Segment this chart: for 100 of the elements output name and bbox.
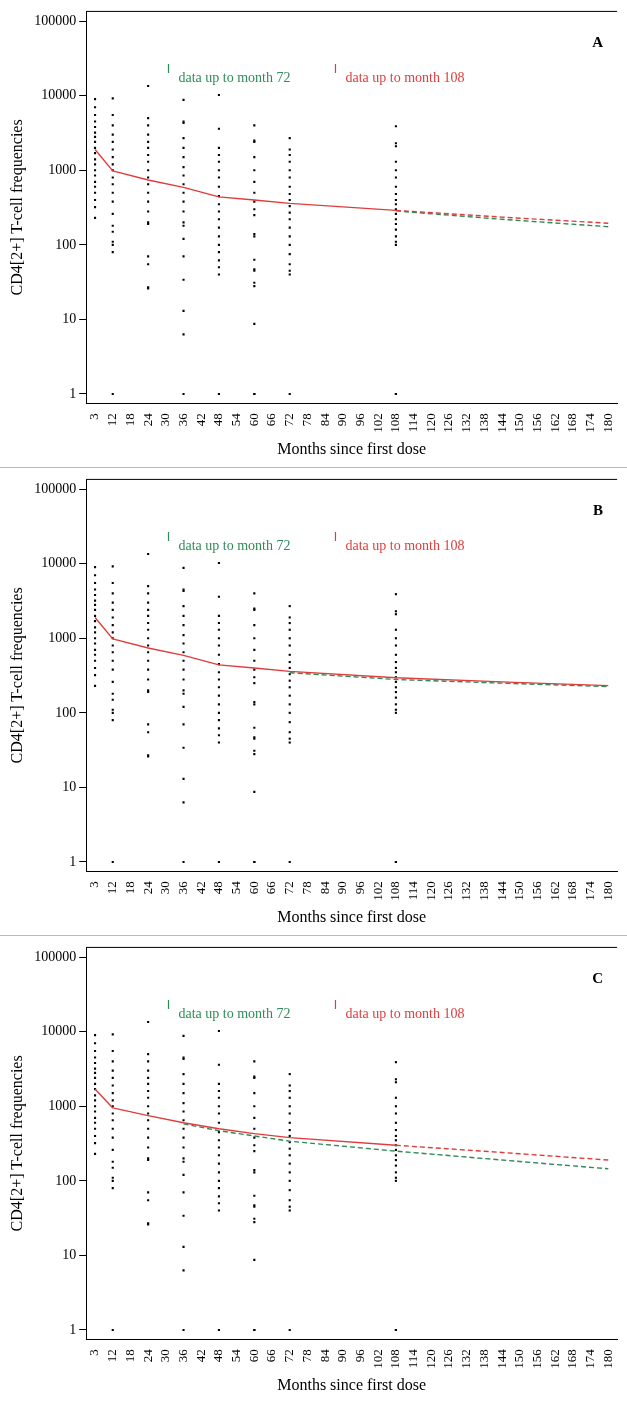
x-tick-label: 84 [316,1348,332,1363]
y-axis-title: CD4[2+] T-cell frequencies [7,119,26,296]
x-tick-label: 90 [334,413,350,427]
x-tick-label: 18 [121,881,137,895]
x-tick-label: 72 [281,1349,297,1363]
x-tick-label: 126 [440,412,456,433]
y-tick-label: 1000 [48,161,77,177]
x-tick-label: 138 [475,413,491,433]
x-tick-label: 96 [351,880,367,895]
y-axis-title: CD4[2+] T-cell frequencies [7,587,26,764]
y-tick-label: 100000 [34,480,77,496]
legend-label: data up to month 108 [345,537,465,553]
x-tick-label: 48 [210,1349,226,1363]
x-tick-label: 120 [422,1349,438,1369]
x-axis-title: Months since first dose [277,1375,427,1393]
x-tick-label: 138 [475,1349,491,1369]
y-tick-label: 10 [62,779,77,795]
x-tick-label: 132 [458,881,474,901]
x-tick-label: 102 [369,1349,385,1369]
x-tick-label: 156 [528,412,544,433]
x-tick-label: 54 [228,880,244,895]
x-tick-label: 66 [263,1348,279,1363]
x-tick-label: 126 [440,1348,456,1369]
x-tick-label: 120 [422,881,438,901]
x-tick-label: 72 [281,881,297,895]
x-tick-label: 144 [493,1348,509,1369]
x-tick-label: 36 [174,412,190,427]
x-tick-label: 30 [157,413,173,427]
x-tick-label: 60 [245,881,261,895]
x-tick-label: 96 [351,1348,367,1363]
x-axis-title: Months since first dose [277,439,427,457]
x-tick-label: 102 [369,881,385,901]
y-axis-title: CD4[2+] T-cell frequencies [7,1055,26,1232]
y-tick-label: 10 [62,311,77,327]
y-tick-label: 1000 [48,1097,77,1113]
x-tick-label: 108 [387,1349,403,1369]
y-tick-label: 100 [55,704,77,720]
x-tick-label: 60 [245,413,261,427]
x-tick-label: 12 [104,413,120,427]
y-tick-label: 10000 [41,1023,77,1039]
x-tick-label: 18 [121,1349,137,1363]
x-tick-label: 156 [528,880,544,901]
x-tick-label: 24 [139,1348,155,1363]
legend-label: data up to month 108 [345,1005,465,1021]
x-tick-label: 24 [139,412,155,427]
x-tick-label: 144 [493,880,509,901]
x-tick-label: 168 [564,413,580,433]
x-tick-label: 162 [546,881,562,901]
x-tick-label: 174 [581,880,597,901]
x-tick-label: 90 [334,1349,350,1363]
x-tick-label: 60 [245,1349,261,1363]
x-tick-label: 3 [86,413,102,420]
x-tick-label: 174 [581,1348,597,1369]
x-tick-label: 114 [405,412,421,433]
x-tick-label: 102 [369,413,385,433]
x-tick-label: 138 [475,881,491,901]
x-tick-label: 36 [174,1348,190,1363]
x-tick-label: 126 [440,880,456,901]
x-tick-label: 132 [458,1349,474,1369]
text: C [592,969,604,986]
x-tick-label: 30 [157,881,173,895]
x-tick-label: 174 [581,412,597,433]
x-tick-label: 114 [405,880,421,901]
y-tick-label: 100 [55,1172,77,1188]
x-tick-label: 150 [511,413,527,433]
x-tick-label: 18 [121,413,137,427]
x-tick-label: 30 [157,1349,173,1363]
text: A [592,33,604,50]
y-tick-label: 1 [69,853,77,869]
x-tick-label: 120 [422,413,438,433]
x-axis-title: Months since first dose [277,907,427,925]
y-tick-label: 1 [69,385,77,401]
x-tick-label: 132 [458,413,474,433]
x-tick-label: 78 [298,413,314,427]
x-tick-label: 42 [192,1349,208,1363]
x-tick-label: 48 [210,881,226,895]
y-tick-label: 10 [62,1247,77,1263]
x-tick-label: 162 [546,413,562,433]
x-tick-label: 12 [104,1349,120,1363]
x-tick-label: 180 [599,1349,615,1369]
x-tick-label: 42 [192,881,208,895]
line-series [289,672,609,688]
x-tick-label: 150 [511,1349,527,1369]
y-tick-label: 1 [69,1321,77,1337]
x-tick-label: 3 [86,881,102,888]
y-tick-label: 1000 [48,629,77,645]
text: B [593,501,604,518]
x-tick-label: 66 [263,412,279,427]
x-tick-label: 108 [387,881,403,901]
y-tick-label: 100000 [34,12,77,28]
legend-label: data up to month 108 [345,69,465,85]
x-tick-label: 42 [192,413,208,427]
x-tick-label: 84 [316,412,332,427]
x-tick-label: 96 [351,412,367,427]
x-tick-label: 90 [334,881,350,895]
x-tick-label: 3 [86,1349,102,1356]
x-tick-label: 114 [405,1348,421,1369]
y-tick-label: 100000 [34,948,77,964]
x-tick-label: 24 [139,880,155,895]
x-tick-label: 150 [511,881,527,901]
